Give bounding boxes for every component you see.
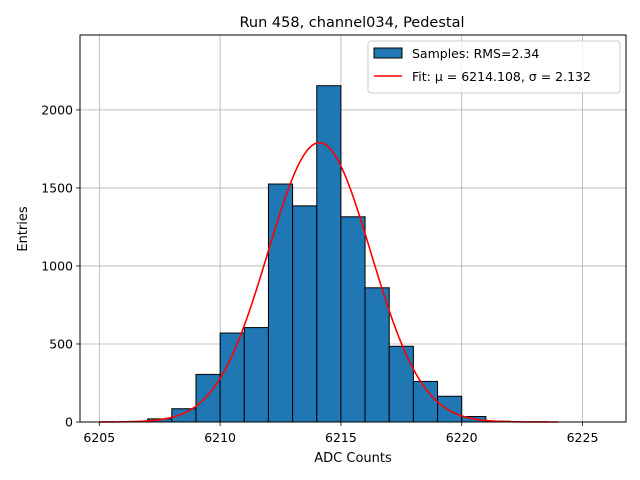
x-tick-label: 6210	[204, 430, 236, 445]
x-tick-label: 6215	[325, 430, 357, 445]
histogram-bar	[364, 287, 390, 423]
histogram-bar	[243, 327, 269, 423]
fit-curve	[99, 141, 559, 423]
gaussian-fit	[99, 141, 559, 423]
histogram-bar	[171, 408, 197, 423]
chart-title: Run 458, channel034, Pedestal	[239, 15, 464, 31]
x-tick-label: 6220	[446, 430, 478, 445]
plot-frame	[79, 34, 627, 423]
histogram-bar	[316, 85, 342, 423]
y-axis-label: Entries	[16, 206, 31, 252]
x-tick-label: 6205	[83, 430, 115, 445]
histogram-bar	[292, 205, 318, 423]
legend-box	[367, 40, 621, 94]
histogram-bar	[437, 395, 463, 423]
x-axis-label: ADC Counts	[314, 451, 392, 466]
y-tick-label: 0	[65, 415, 73, 430]
histogram-bar	[267, 183, 294, 423]
legend: Samples: RMS=2.34 Fit: μ = 6214.108, σ =…	[367, 40, 621, 94]
axis-ticks: 6205 6210 6215 6220 6225 0 500 1000 1500 2000	[41, 102, 598, 445]
histogram-bar	[340, 216, 366, 423]
y-tick-label: 2000	[41, 102, 73, 117]
histogram-bar	[219, 332, 245, 423]
y-tick-label: 1000	[41, 258, 73, 273]
histogram-bar	[195, 373, 221, 423]
histogram-bar	[388, 345, 414, 423]
legend-samples-label: Samples: RMS=2.34	[412, 46, 539, 61]
legend-fit-label: Fit: μ = 6214.108, σ = 2.132	[412, 69, 591, 84]
y-tick-label: 1500	[41, 180, 73, 195]
y-tick-label: 500	[49, 336, 73, 351]
legend-samples-swatch	[373, 47, 403, 59]
x-tick-label: 6225	[567, 430, 599, 445]
